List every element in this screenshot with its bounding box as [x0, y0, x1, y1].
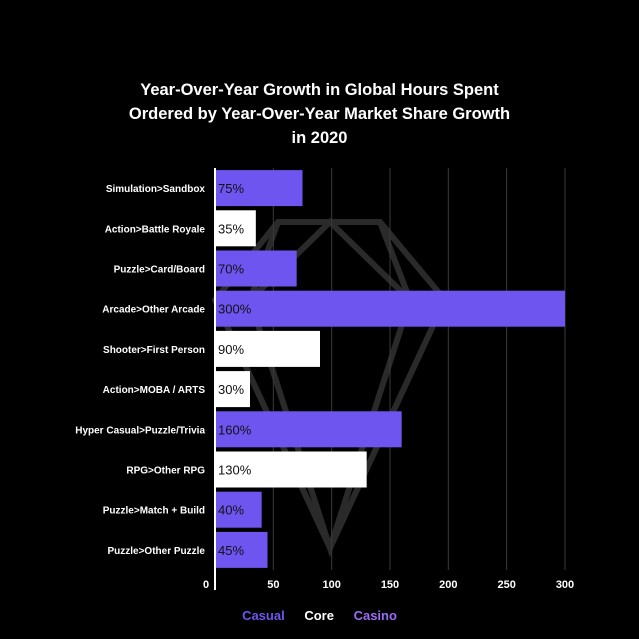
bar: [215, 170, 303, 207]
legend-item-casino: Casino: [353, 608, 397, 623]
bars: 75% 35% 70% 300% 90% 30% 160% 130% 40% 45%: [215, 170, 565, 568]
data-label: 130%: [218, 463, 252, 478]
category-label: Hyper Casual>Puzzle/Trivia: [75, 425, 205, 436]
legend-item-core: Core: [304, 608, 334, 623]
x-tick-label: 50: [267, 579, 279, 591]
x-tick-label: 100: [322, 579, 340, 591]
bar: [215, 250, 297, 287]
data-label: 40%: [218, 503, 244, 518]
data-label: 45%: [218, 543, 244, 558]
data-label: 160%: [218, 422, 252, 437]
data-label: 90%: [218, 342, 244, 357]
data-label: 70%: [218, 262, 244, 277]
x-tick-label: 200: [439, 579, 457, 591]
chart-title-line-2: Ordered by Year-Over-Year Market Share G…: [128, 105, 511, 123]
category-label: Simulation>Sandbox: [106, 184, 206, 195]
data-label: 35%: [218, 221, 244, 236]
data-label: 75%: [218, 181, 244, 196]
category-label: Puzzle>Other Puzzle: [107, 546, 205, 557]
bar: [215, 451, 367, 488]
bar: [215, 411, 402, 448]
gridlines: [272, 168, 566, 570]
bar: [215, 531, 268, 568]
x-tick-label: 0: [203, 579, 209, 591]
category-label: Puzzle>Card/Board: [114, 265, 205, 276]
bar: [215, 491, 262, 528]
category-label: Shooter>First Person: [103, 345, 205, 356]
chart-title: Year-Over-Year Growth in Global Hours Sp…: [0, 78, 639, 150]
legend: Casual Core Casino: [0, 608, 639, 623]
data-label: 300%: [218, 302, 252, 317]
x-tick-label: 300: [556, 579, 574, 591]
legend-item-casual: Casual: [242, 608, 285, 623]
category-label: Action>MOBA / ARTS: [103, 385, 206, 396]
chart-title-line-3: in 2020: [291, 129, 348, 147]
category-label: RPG>Other RPG: [126, 466, 205, 477]
x-tick-labels: 0 50 100 150 200 250 300: [203, 579, 574, 591]
category-label: Puzzle>Match + Build: [103, 506, 205, 517]
data-label: 30%: [218, 382, 244, 397]
bar: [215, 210, 256, 247]
bar: [215, 371, 250, 408]
x-tick-label: 250: [497, 579, 515, 591]
chart-title-line-1: Year-Over-Year Growth in Global Hours Sp…: [140, 81, 499, 99]
bar: [215, 290, 565, 327]
bar: [215, 330, 320, 367]
category-label: Action>Battle Royale: [105, 224, 206, 235]
x-tick-label: 150: [381, 579, 399, 591]
category-labels: Simulation>Sandbox Action>Battle Royale Pu…: [75, 184, 205, 557]
category-label: Arcade>Other Arcade: [102, 305, 205, 316]
